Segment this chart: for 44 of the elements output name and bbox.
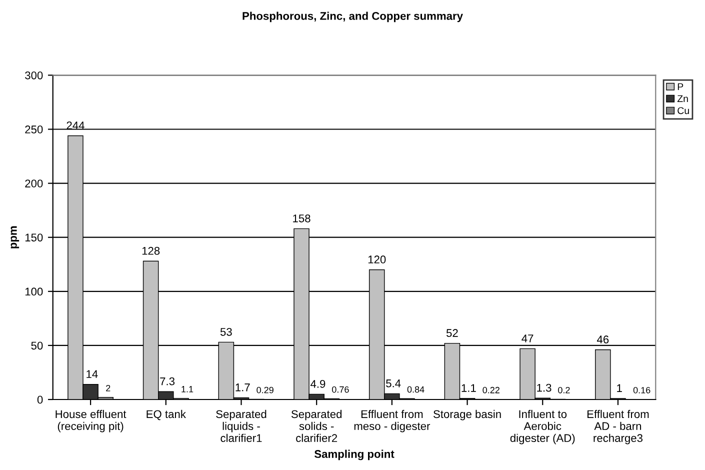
x-tick-label: EQ tank: [146, 410, 186, 420]
data-label: 0.16: [633, 386, 650, 394]
x-axis-title: Sampling point: [314, 450, 394, 460]
data-label: 0.29: [256, 386, 274, 394]
data-label: 2: [106, 384, 110, 392]
data-label: 4.9: [310, 380, 326, 388]
x-tick-label: House effluent (receiving pit): [56, 410, 126, 432]
x-tick-label: Effluent from meso - digester: [354, 410, 430, 432]
data-label: 0.22: [482, 386, 500, 394]
legend-label: Zn: [677, 95, 688, 102]
data-label: 120: [368, 256, 386, 264]
y-tick-label: 250: [25, 126, 43, 134]
legend-label: Cu: [678, 107, 689, 114]
data-label: 0.76: [332, 386, 349, 393]
data-label: 1.1: [182, 386, 194, 392]
chart-title: Phosphorous, Zinc, and Copper summary: [242, 12, 463, 22]
data-label: 1.1: [462, 384, 476, 392]
data-label: 158: [293, 214, 310, 222]
data-label: 1.7: [236, 384, 250, 392]
data-label: 128: [142, 246, 160, 255]
data-label: 14: [86, 370, 98, 378]
data-label: 46: [596, 336, 609, 344]
x-tick-label: Separated solids - clarifier2: [291, 410, 342, 442]
y-tick-label: 100: [25, 288, 43, 296]
x-tick-label: Separated liquids - clarifier1: [216, 410, 266, 442]
y-tick-label: 50: [31, 342, 43, 350]
data-label: 5.4: [386, 380, 401, 388]
y-axis-title: ppm: [10, 226, 20, 248]
data-label: 52: [446, 329, 458, 337]
data-label: 53: [220, 328, 232, 336]
y-tick-label: 150: [25, 234, 43, 242]
data-label: 1.3: [537, 384, 552, 392]
y-tick-label: 300: [25, 71, 43, 80]
y-tick-label: 200: [25, 180, 43, 188]
data-label: 1: [617, 384, 622, 392]
legend-label: P: [678, 83, 684, 90]
y-tick-label: 0: [37, 396, 43, 404]
data-label: 7.3: [160, 377, 175, 386]
data-label: 0.2: [558, 386, 570, 394]
data-label: 47: [522, 334, 534, 342]
x-tick-label: Storage basin: [434, 410, 501, 420]
x-tick-label: Influent to Aerobic digester (AD): [510, 410, 575, 444]
data-label: 0.84: [407, 386, 424, 393]
x-tick-label: Effluent from AD - barn recharge3: [587, 410, 649, 444]
